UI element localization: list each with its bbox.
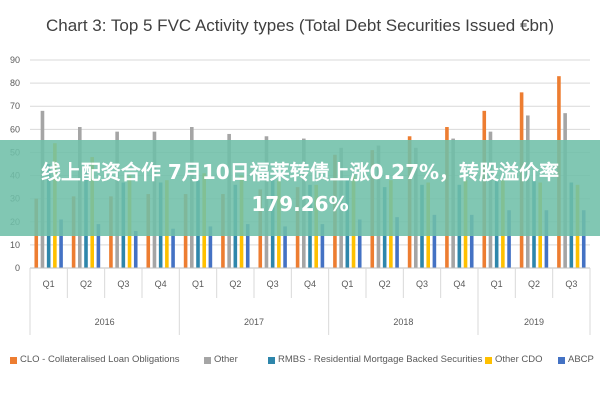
x-group-label: 2019 bbox=[524, 317, 544, 327]
y-tick-label: 10 bbox=[10, 240, 20, 250]
bar bbox=[208, 226, 213, 268]
bar bbox=[133, 231, 138, 268]
legend-item: Other bbox=[204, 352, 238, 368]
x-tick-label: Q3 bbox=[565, 279, 577, 289]
bar bbox=[320, 224, 325, 268]
bar bbox=[544, 210, 549, 268]
legend-label: Other CDO bbox=[495, 354, 543, 365]
x-group-label: 2017 bbox=[244, 317, 264, 327]
legend-item: CLO - Collateralised Loan Obligations bbox=[10, 352, 179, 368]
x-tick-label: Q1 bbox=[43, 279, 55, 289]
x-tick-label: Q4 bbox=[155, 279, 167, 289]
chart-legend: CLO - Collateralised Loan Obligations Oth… bbox=[10, 352, 595, 368]
x-tick-label: Q1 bbox=[192, 279, 204, 289]
legend-label: CLO - Collateralised Loan Obligations bbox=[20, 354, 180, 365]
x-tick-label: Q2 bbox=[80, 279, 92, 289]
x-tick-label: Q1 bbox=[341, 279, 353, 289]
x-tick-label: Q1 bbox=[491, 279, 503, 289]
bar bbox=[59, 219, 63, 268]
y-tick-label: 80 bbox=[10, 78, 20, 88]
x-group-label: 2016 bbox=[95, 317, 115, 327]
legend-item: RMBS - Residential Mortgage Backed Secur… bbox=[268, 352, 482, 368]
legend-label: RMBS - Residential Mortgage Backed Secur… bbox=[278, 354, 483, 365]
legend-label: Other bbox=[214, 354, 238, 365]
overlay-banner: 线上配资合作 7月10日福莱转债上涨0.27%，转股溢价率179.26% bbox=[0, 140, 600, 236]
bar bbox=[283, 226, 287, 268]
x-tick-label: Q4 bbox=[304, 279, 316, 289]
y-tick-label: 0 bbox=[15, 263, 20, 273]
bar bbox=[96, 224, 101, 268]
legend-swatch bbox=[10, 356, 17, 364]
chart-title: Chart 3: Top 5 FVC Activity types (Total… bbox=[45, 16, 555, 35]
bar bbox=[581, 210, 586, 268]
x-tick-label: Q3 bbox=[416, 279, 428, 289]
x-tick-label: Q3 bbox=[117, 279, 129, 289]
y-tick-label: 90 bbox=[10, 55, 20, 65]
bar bbox=[357, 219, 362, 268]
x-tick-label: Q3 bbox=[267, 279, 279, 289]
bar bbox=[469, 214, 474, 268]
x-tick-label: Q2 bbox=[379, 279, 391, 289]
legend-swatch bbox=[558, 356, 565, 364]
x-group-label: 2018 bbox=[393, 317, 413, 327]
bar bbox=[245, 224, 250, 268]
x-tick-label: Q2 bbox=[528, 279, 540, 289]
bar bbox=[395, 217, 399, 268]
bar bbox=[507, 210, 511, 268]
legend-item: ABCP bbox=[558, 352, 594, 368]
legend-swatch bbox=[204, 356, 211, 364]
bar bbox=[432, 214, 437, 268]
legend-item: Other CDO bbox=[485, 352, 543, 368]
x-tick-label: Q2 bbox=[229, 279, 241, 289]
legend-swatch bbox=[485, 356, 492, 364]
y-tick-label: 60 bbox=[10, 124, 20, 134]
overlay-headline: 线上配资合作 7月10日福莱转债上涨0.27%，转股溢价率179.26% bbox=[40, 160, 560, 216]
bar bbox=[171, 228, 175, 268]
overlay-text-wrapper: 线上配资合作 7月10日福莱转债上涨0.27%，转股溢价率179.26% bbox=[0, 140, 600, 236]
y-tick-label: 70 bbox=[10, 101, 20, 111]
legend-swatch bbox=[268, 356, 275, 364]
legend-label: ABCP bbox=[568, 354, 594, 365]
x-tick-label: Q4 bbox=[453, 279, 465, 289]
